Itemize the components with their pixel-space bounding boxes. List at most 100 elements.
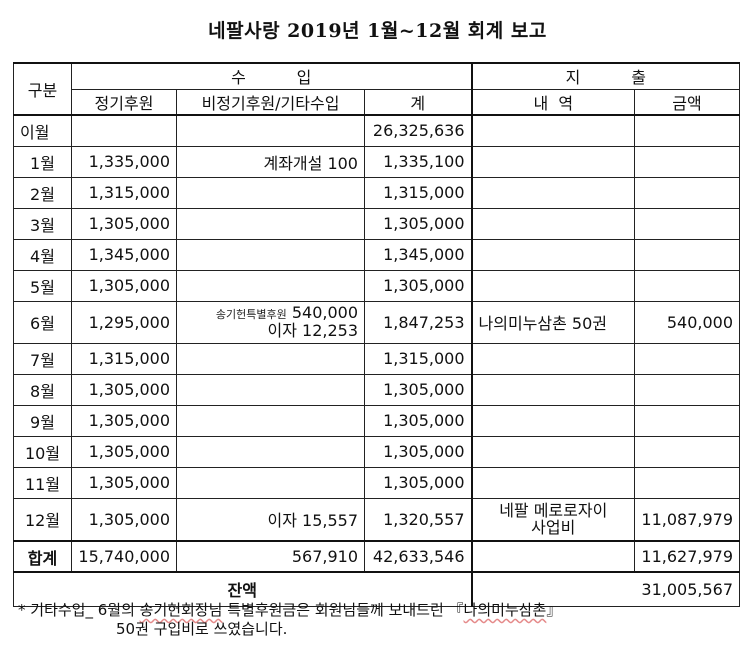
table-row: 9월 1,305,000 1,305,000 bbox=[13, 404, 741, 437]
row-month: 12월 bbox=[13, 497, 72, 542]
table-row: 12월 1,305,000 이자 15,557 1,320,557 네팔 메로로… bbox=[13, 497, 741, 542]
footnote-line1: * 기타수입_ 6월의 송기헌회장님 특별후원금은 회원님들께 보내드린 『나의… bbox=[18, 601, 561, 620]
footnote-end: 』 bbox=[546, 601, 562, 619]
row-amount: 11,087,979 bbox=[634, 497, 741, 542]
row-total: 1,345,000 bbox=[363, 238, 473, 271]
row-detail bbox=[471, 373, 636, 406]
row-detail bbox=[471, 435, 636, 468]
row-amount bbox=[634, 176, 741, 209]
row-detail bbox=[471, 114, 636, 147]
row-total: 1,315,000 bbox=[363, 176, 473, 209]
row-amount bbox=[634, 238, 741, 271]
row-amount bbox=[634, 145, 741, 178]
row-month: 10월 bbox=[13, 435, 72, 468]
header-expense: 지 출 bbox=[471, 62, 741, 90]
sum-amount: 11,627,979 bbox=[634, 540, 741, 573]
row-irregular bbox=[176, 404, 365, 437]
row-regular: 1,315,000 bbox=[71, 342, 177, 375]
detail-line2: 사업비 bbox=[531, 518, 576, 538]
footnote-mid: 특별후원금은 회원님들께 보내드린 『 bbox=[222, 601, 464, 619]
row-amount bbox=[634, 404, 741, 437]
row-total: 1,305,000 bbox=[363, 466, 473, 499]
row-regular: 1,305,000 bbox=[71, 435, 177, 468]
row-irregular bbox=[176, 176, 365, 209]
row-detail-multi: 네팔 메로로자이 사업비 bbox=[471, 497, 636, 542]
row-regular: 1,295,000 bbox=[71, 300, 177, 344]
row-total: 1,315,000 bbox=[363, 342, 473, 375]
row-total: 1,305,000 bbox=[363, 404, 473, 437]
row-total: 26,325,636 bbox=[363, 114, 473, 147]
sum-regular: 15,740,000 bbox=[71, 540, 177, 573]
table-row: 7월 1,315,000 1,315,000 bbox=[13, 342, 741, 375]
row-detail: 나의미누삼촌 50권 bbox=[471, 300, 636, 344]
row-month: 6월 bbox=[13, 300, 72, 344]
row-regular: 1,305,000 bbox=[71, 207, 177, 240]
footnote: * 기타수입_ 6월의 송기헌회장님 특별후원금은 회원님들께 보내드린 『나의… bbox=[18, 601, 561, 639]
table-row: 10월 1,305,000 1,305,000 bbox=[13, 435, 741, 468]
header-total: 계 bbox=[363, 88, 473, 116]
balance-label: 잔액 bbox=[12, 571, 473, 607]
row-irregular bbox=[176, 269, 365, 302]
detail-line1: 네팔 메로로자이 bbox=[499, 501, 608, 521]
sum-label: 합계 bbox=[13, 540, 72, 573]
header-regular: 정기후원 bbox=[71, 88, 177, 116]
row-regular: 1,315,000 bbox=[71, 176, 177, 209]
row-detail bbox=[471, 404, 636, 437]
sum-irregular: 567,910 bbox=[176, 540, 365, 573]
row-detail bbox=[471, 238, 636, 271]
row-detail bbox=[471, 176, 636, 209]
row-irregular bbox=[176, 373, 365, 406]
row-irregular bbox=[176, 466, 365, 499]
row-detail bbox=[471, 269, 636, 302]
row-month: 이월 bbox=[13, 114, 72, 147]
row-irregular bbox=[176, 207, 365, 240]
row-detail bbox=[471, 342, 636, 375]
row-total: 1,305,000 bbox=[363, 269, 473, 302]
row-irregular bbox=[176, 342, 365, 375]
row-amount: 540,000 bbox=[634, 300, 741, 344]
row-amount bbox=[634, 114, 741, 147]
footnote-prefix: * 기타수입_ 6월의 bbox=[18, 601, 140, 619]
sum-detail bbox=[471, 540, 636, 573]
row-month: 1월 bbox=[13, 145, 72, 178]
table-row: 2월 1,315,000 1,315,000 bbox=[13, 176, 741, 209]
table-row: 3월 1,305,000 1,305,000 bbox=[13, 207, 741, 240]
row-amount bbox=[634, 373, 741, 406]
row-month: 8월 bbox=[13, 373, 72, 406]
header-income: 수 입 bbox=[70, 62, 473, 90]
row-detail bbox=[471, 145, 636, 178]
row-total: 1,305,000 bbox=[363, 435, 473, 468]
sum-row: 합계 15,740,000 567,910 42,633,546 11,627,… bbox=[13, 540, 741, 573]
row-irregular-multi: 송기헌특별후원 540,000 이자 12,253 bbox=[176, 300, 365, 344]
row-regular: 1,345,000 bbox=[71, 238, 177, 271]
table-row: 4월 1,345,000 1,345,000 bbox=[13, 238, 741, 271]
row-total: 1,305,000 bbox=[363, 373, 473, 406]
row-irregular: 이자 15,557 bbox=[176, 497, 365, 542]
balance-row: 잔액 31,005,567 bbox=[12, 571, 741, 607]
row-irregular: 계좌개설 100 bbox=[176, 145, 365, 178]
table-row: 8월 1,305,000 1,305,000 bbox=[13, 373, 741, 406]
row-regular: 1,305,000 bbox=[71, 497, 177, 542]
table-row: 5월 1,305,000 1,305,000 bbox=[13, 269, 741, 302]
report-title: 네팔사랑 2019년 1월~12월 회계 보고 bbox=[208, 20, 547, 42]
row-amount bbox=[634, 435, 741, 468]
header-category: 구분 bbox=[13, 62, 72, 116]
row-amount bbox=[634, 466, 741, 499]
row-month: 3월 bbox=[13, 207, 72, 240]
row-regular: 1,335,000 bbox=[71, 145, 177, 178]
row-irregular bbox=[176, 435, 365, 468]
table-row: 6월 1,295,000 송기헌특별후원 540,000 이자 12,253 1… bbox=[13, 300, 741, 344]
row-month: 11월 bbox=[13, 466, 72, 499]
row-irregular bbox=[176, 238, 365, 271]
row-regular: 1,305,000 bbox=[71, 373, 177, 406]
row-total: 1,847,253 bbox=[363, 300, 473, 344]
row-detail bbox=[471, 466, 636, 499]
row-regular bbox=[71, 114, 177, 147]
table-row: 이월 26,325,636 bbox=[13, 114, 741, 147]
row-amount bbox=[634, 207, 741, 240]
special-donation-amount: 540,000 bbox=[291, 303, 358, 322]
row-month: 4월 bbox=[13, 238, 72, 271]
header-irregular: 비정기후원/기타수입 bbox=[176, 88, 365, 116]
row-month: 5월 bbox=[13, 269, 72, 302]
table-row: 1월 1,335,000 계좌개설 100 1,335,100 bbox=[13, 145, 741, 178]
